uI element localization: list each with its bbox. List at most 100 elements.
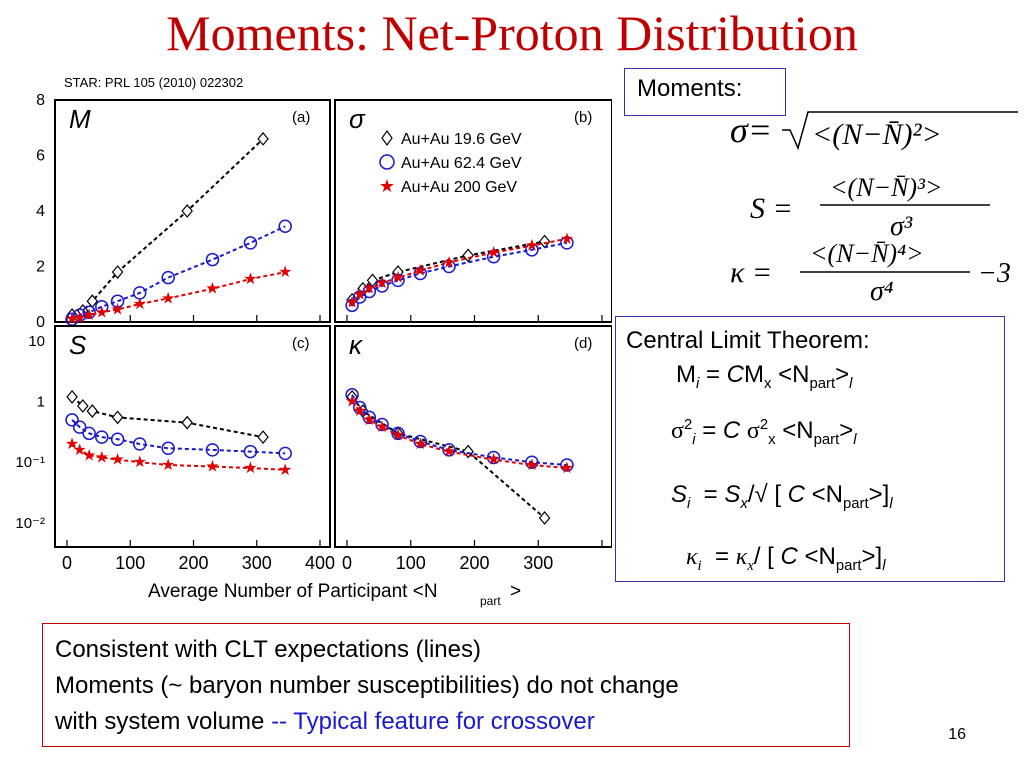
- data-point: [161, 441, 175, 456]
- data-point: [278, 446, 292, 461]
- series-fit-line: [71, 396, 264, 439]
- data-point: ★: [375, 419, 389, 436]
- y-tick-label: 0: [36, 314, 45, 331]
- panel-id: (a): [292, 109, 310, 126]
- moments-label: Moments:: [637, 75, 743, 102]
- data-point: [538, 511, 551, 525]
- clt-mean-text: Mi = CMx <Npart>l: [676, 361, 853, 392]
- note-line-1: Consistent with CLT expectations (lines): [55, 636, 481, 663]
- note-line-2: Moments (~ baryon number susceptibilitie…: [55, 672, 679, 699]
- data-point: [243, 444, 258, 459]
- data-point: [442, 259, 456, 274]
- data-point: ★: [243, 460, 257, 477]
- clt-kurtosis-eq: κi = κx/ [ C <Npart>]l: [686, 543, 886, 575]
- x-axis-title: Average Number of Participant <N: [148, 581, 438, 602]
- data-point: [205, 443, 220, 457]
- clt-sigma-eq: σ2i = C σ2x <Npart>l: [671, 417, 857, 448]
- skew-formula: S =: [750, 192, 793, 225]
- clt-box: Central Limit Theorem: Mi = CMx <Npart>l…: [615, 316, 1005, 582]
- data-point: [486, 450, 501, 465]
- y-tick-label: 10: [28, 333, 45, 350]
- clt-skew-text: Si = Sx/√ [ C <Npart>]l: [671, 481, 893, 512]
- sigma-formula-body: <(N−N̄)²>: [812, 118, 942, 151]
- legend-marker: [381, 129, 393, 147]
- data-point: ★: [110, 452, 124, 469]
- x-tick-label: 200: [459, 553, 489, 573]
- slide-title: Moments: Net-Proton Distribution: [166, 5, 858, 61]
- skew-numerator: <(N−N̄)³>: [830, 173, 942, 202]
- data-point: [462, 444, 474, 459]
- x-axis-title-end: >: [510, 581, 521, 602]
- series-fit-line: [351, 240, 545, 301]
- data-point: ★: [560, 231, 574, 248]
- data-point: ★: [65, 311, 79, 328]
- legend-marker: ★: [379, 176, 395, 196]
- x-axis-title-sub: part: [480, 594, 501, 608]
- kurtosis-minus-three: −3: [978, 258, 1011, 289]
- kurtosis-formula: κ =: [730, 256, 772, 289]
- data-point: [243, 236, 258, 250]
- data-point: ★: [413, 436, 427, 453]
- data-point: ★: [95, 304, 109, 321]
- x-tick-label: 300: [523, 553, 553, 573]
- legend-label: Au+Au 200 GeV: [401, 179, 517, 196]
- panel-frame: [54, 99, 331, 323]
- data-point: [77, 399, 89, 413]
- series-fit-line: [351, 394, 567, 466]
- x-tick-label: 400: [305, 553, 335, 573]
- panel-frame: [334, 99, 612, 323]
- legend-label: Au+Au 62.4 GeV: [401, 155, 522, 172]
- sigma-formula: σ=: [730, 110, 772, 150]
- data-point: [413, 434, 428, 449]
- data-point: ★: [278, 462, 292, 479]
- clt-kurtosis-text: κi = κx/ [ C <Npart>]l: [686, 543, 886, 574]
- panel-frame: [334, 325, 612, 548]
- data-point: [181, 415, 193, 430]
- data-point: ★: [391, 270, 405, 287]
- series-fit-line: [71, 443, 286, 471]
- panel-label: σ: [349, 104, 366, 134]
- data-point: ★: [345, 295, 359, 312]
- legend-label: Au+Au 19.6 GeV: [401, 131, 522, 148]
- series-fit-line: [351, 401, 567, 470]
- panel-frame: [54, 325, 331, 548]
- data-point: [161, 270, 175, 285]
- data-point: [95, 430, 109, 444]
- crossover-highlight: -- Typical feature for crossover: [271, 708, 595, 735]
- y-tick-label: 1: [37, 394, 45, 411]
- skew-denominator: σ³: [890, 211, 913, 242]
- data-point: ★: [161, 457, 175, 474]
- data-point: [278, 219, 292, 234]
- data-point: ★: [525, 238, 539, 255]
- citation: STAR: PRL 105 (2010) 022302: [64, 75, 244, 90]
- data-point: [375, 417, 389, 432]
- x-tick-label: 300: [242, 553, 272, 573]
- moments-chart: M (a)★★★★ ★ ★ ★★★ ★σ (b)★★★★ ★ ★ ★★ ★ ★S (c)★★★★ ★ ★ ★ ★…: [15, 92, 612, 608]
- data-point: [111, 265, 124, 279]
- data-point: ★: [278, 264, 292, 281]
- x-tick-label: 0: [62, 553, 72, 573]
- kurtosis-denominator: σ⁴: [870, 276, 894, 305]
- x-tick-label: 100: [115, 553, 145, 573]
- data-point: ★: [161, 290, 175, 307]
- data-point: ★: [110, 302, 124, 319]
- series-fit-line: [351, 237, 568, 304]
- data-point: [391, 273, 405, 288]
- data-point: [82, 426, 96, 441]
- data-point: [257, 430, 269, 445]
- data-point: ★: [82, 447, 96, 464]
- x-tick-label: 0: [342, 553, 352, 573]
- data-point: [72, 420, 87, 434]
- data-point: ★: [133, 454, 147, 471]
- clt-mean-eq: Mi = CMx <Npart>l: [676, 361, 852, 392]
- y-tick-label: 10⁻²: [15, 515, 45, 532]
- data-point: [345, 298, 359, 313]
- legend-marker: [379, 154, 395, 170]
- data-point: [181, 204, 193, 218]
- data-point: ★: [486, 245, 500, 262]
- panel-id: (d): [574, 335, 592, 352]
- data-point: [391, 426, 405, 441]
- data-point: [538, 234, 551, 249]
- clt-skew-eq: Si = Sx/√ [ C <Npart>]l: [671, 481, 893, 512]
- data-point: ★: [345, 394, 359, 411]
